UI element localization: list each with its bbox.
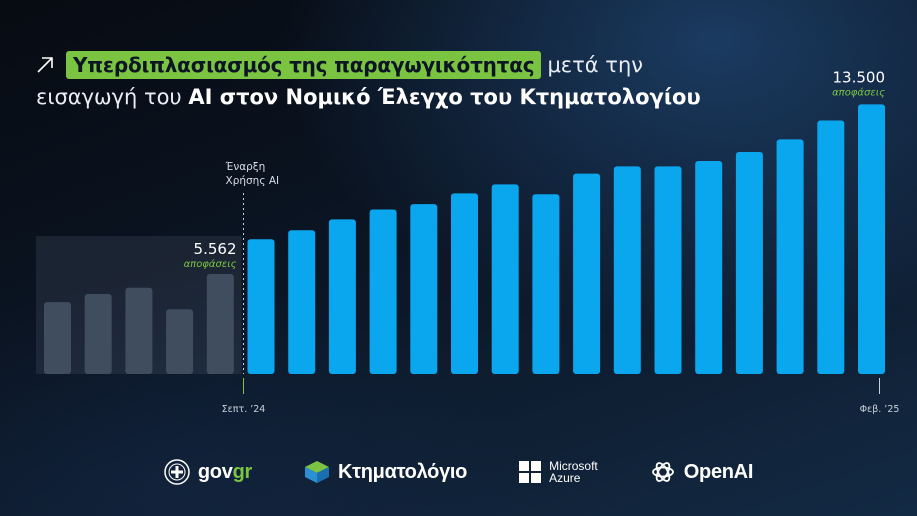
end-value-unit: αποφάσεις: [832, 86, 885, 98]
ms-line1: Microsoft: [549, 459, 598, 473]
bar-after-ai: [328, 219, 356, 374]
ktimatologio-text: Κτηματολόγιο: [337, 460, 468, 483]
ai-start-label: Χρήσης AI: [226, 175, 280, 187]
end-value-label: 13.500: [833, 68, 886, 86]
bar-after-ai: [817, 120, 845, 374]
bar-after-ai: [695, 161, 723, 374]
microsoft-icon: [519, 461, 542, 483]
arrow-up-right-icon: [37, 57, 53, 73]
start-value-label: 5.562: [194, 240, 237, 258]
bar-after-ai: [776, 139, 804, 374]
microsoft-azure-logo: Microsoft Azure: [519, 460, 598, 484]
title-line2-normal: εισαγωγή του: [36, 85, 189, 109]
govgr-logo: govgr: [164, 459, 252, 485]
title-highlight: Υπερδιπλασιασμός της παραγωγικότητας: [66, 51, 542, 79]
ktimatologio-logo: Κτηματολόγιο: [304, 460, 467, 484]
x-tick-label: Σεπτ. ’24: [222, 404, 266, 415]
openai-text: OpenAI: [683, 460, 754, 483]
bar-after-ai: [369, 209, 397, 374]
bar-after-ai: [858, 104, 885, 374]
bar-after-ai: [613, 166, 641, 374]
bar-before-ai: [166, 309, 194, 374]
govgr-gr: gr: [232, 460, 253, 483]
bar-after-ai: [410, 204, 438, 374]
bar-after-ai: [573, 173, 601, 374]
bar-after-ai: [288, 230, 316, 374]
bar-after-ai: [735, 152, 763, 374]
bar-before-ai: [84, 294, 112, 374]
start-value-unit: αποφάσεις: [184, 258, 237, 270]
bar-after-ai: [532, 194, 560, 374]
bar-after-ai: [247, 239, 275, 374]
bar-before-ai: [44, 302, 71, 374]
chart-title: Υπερδιπλασιασμός της παραγωγικότητας μετ…: [36, 49, 756, 109]
partner-logos: govgr Κτηματολόγιο Microsoft Azure: [0, 452, 917, 492]
greek-emblem-icon: [164, 459, 190, 485]
title-line2-bold: AI στον Νομικό Έλεγχο του Κτηματολογίου: [188, 85, 701, 109]
ktimatologio-icon: [304, 461, 329, 483]
ai-start-label: Έναρξη: [225, 161, 266, 173]
bar-after-ai: [654, 166, 682, 374]
bar-before-ai: [125, 287, 153, 374]
title-rest: μετά την: [547, 53, 643, 77]
openai-logo: OpenAI: [650, 459, 753, 485]
govgr-gov: gov: [197, 460, 233, 483]
x-tick-label: Φεβ. ’25: [860, 404, 900, 415]
bar-after-ai: [451, 193, 478, 374]
ms-line2: Azure: [549, 471, 581, 485]
openai-icon: [651, 462, 674, 482]
title-line2: εισαγωγή του AI στον Νομικό Έλεγχο του Κ…: [36, 85, 756, 109]
bar-before-ai: [206, 274, 234, 374]
bar-after-ai: [491, 184, 519, 374]
